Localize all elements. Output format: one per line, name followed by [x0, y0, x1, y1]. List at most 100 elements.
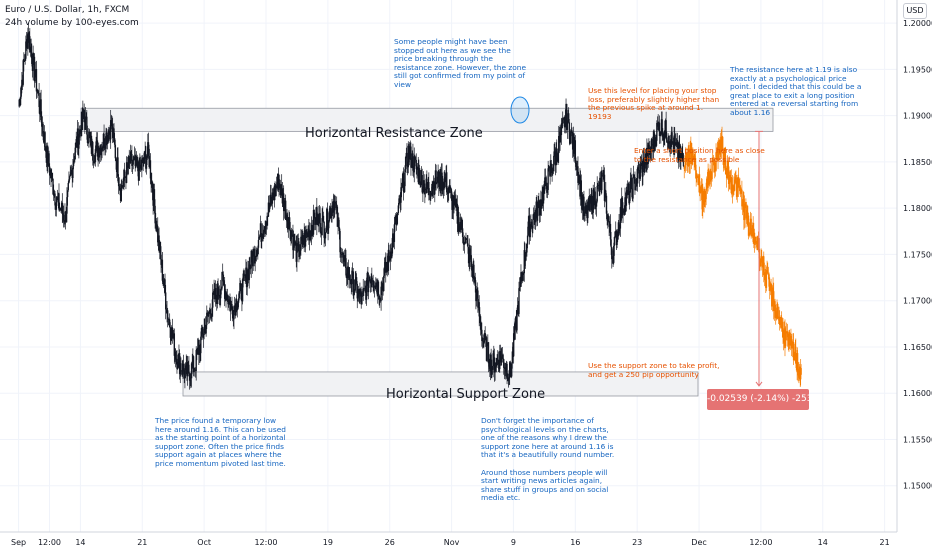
- x-tick-label: 12:00: [38, 538, 61, 547]
- candle: [362, 288, 364, 293]
- candle: [19, 96, 22, 106]
- candle: [477, 290, 479, 308]
- candle: [73, 159, 75, 161]
- candle: [110, 120, 113, 127]
- projection-candle: [785, 331, 788, 334]
- note-resistance-psych: The resistance here at 1.19 is also exac…: [730, 65, 862, 117]
- candle: [443, 178, 445, 190]
- candle: [501, 356, 503, 363]
- candle: [491, 366, 493, 375]
- projection-candle: [765, 270, 768, 288]
- candle: [476, 289, 478, 291]
- candle: [403, 186, 406, 193]
- candle: [62, 214, 65, 221]
- candle: [391, 253, 393, 259]
- candle: [518, 287, 521, 289]
- candle: [621, 197, 624, 216]
- candle: [622, 210, 624, 216]
- candle: [552, 171, 554, 174]
- candle: [187, 362, 189, 365]
- candle: [88, 131, 90, 143]
- candle: [95, 141, 97, 150]
- projection-candle: [767, 273, 770, 275]
- candle: [311, 224, 313, 231]
- candle: [284, 200, 287, 220]
- currency-button[interactable]: USD: [903, 3, 927, 19]
- candle: [624, 197, 626, 215]
- candle: [361, 293, 363, 305]
- candle: [536, 206, 539, 221]
- candle: [665, 120, 667, 138]
- candle: [464, 237, 466, 244]
- note-temporary-low: The price found a temporary low here aro…: [155, 416, 286, 468]
- candle: [577, 179, 580, 183]
- candle: [354, 279, 356, 291]
- candle: [613, 245, 615, 263]
- projection-candle: [791, 342, 793, 349]
- candle: [458, 225, 461, 232]
- candle: [45, 146, 47, 152]
- projection-candle: [696, 175, 699, 177]
- candle: [55, 202, 58, 210]
- candle: [512, 333, 515, 357]
- candle: [192, 356, 195, 373]
- candle: [465, 238, 468, 240]
- candle: [86, 116, 88, 135]
- projection-candle: [753, 232, 756, 245]
- candle: [280, 184, 283, 189]
- candle: [193, 369, 195, 373]
- candle: [633, 174, 636, 177]
- candle: [203, 327, 205, 336]
- candle: [189, 377, 191, 381]
- candle: [182, 363, 185, 371]
- candle: [123, 169, 126, 178]
- projection-candle: [720, 137, 723, 150]
- candle: [282, 193, 285, 212]
- candle: [368, 280, 370, 282]
- candle: [502, 354, 504, 360]
- candle: [173, 333, 176, 356]
- candle: [619, 207, 622, 229]
- candle: [237, 302, 239, 310]
- candle: [426, 178, 428, 189]
- candle: [23, 60, 26, 62]
- projection-candle: [691, 155, 693, 165]
- candle: [236, 309, 238, 311]
- candle: [58, 193, 60, 210]
- candle: [22, 60, 24, 85]
- candle: [599, 177, 602, 180]
- candle: [418, 168, 421, 184]
- x-tick-label: Sep: [11, 538, 26, 547]
- candle: [580, 180, 582, 206]
- candle: [400, 187, 402, 203]
- candle: [149, 160, 152, 179]
- candle: [561, 123, 563, 124]
- candle: [153, 189, 156, 206]
- candle: [239, 283, 241, 292]
- candle: [591, 212, 594, 215]
- candle: [373, 284, 375, 287]
- candle: [79, 129, 81, 131]
- projection-series: [683, 126, 802, 387]
- candle: [542, 186, 545, 204]
- candle: [227, 299, 230, 305]
- candle: [632, 177, 634, 199]
- projection-candle: [716, 152, 718, 153]
- candle: [66, 190, 69, 198]
- candle: [469, 248, 471, 260]
- candle: [398, 198, 401, 200]
- candle: [478, 302, 480, 317]
- projection-candle: [792, 342, 795, 361]
- candle: [461, 219, 463, 229]
- candle: [176, 367, 179, 369]
- candle: [235, 299, 238, 311]
- candle: [355, 277, 358, 284]
- candle: [566, 103, 568, 130]
- projection-candle: [775, 314, 778, 319]
- candle: [558, 135, 560, 154]
- candle: [644, 164, 646, 172]
- candle: [547, 168, 549, 190]
- candle: [398, 198, 400, 206]
- candle: [237, 298, 240, 303]
